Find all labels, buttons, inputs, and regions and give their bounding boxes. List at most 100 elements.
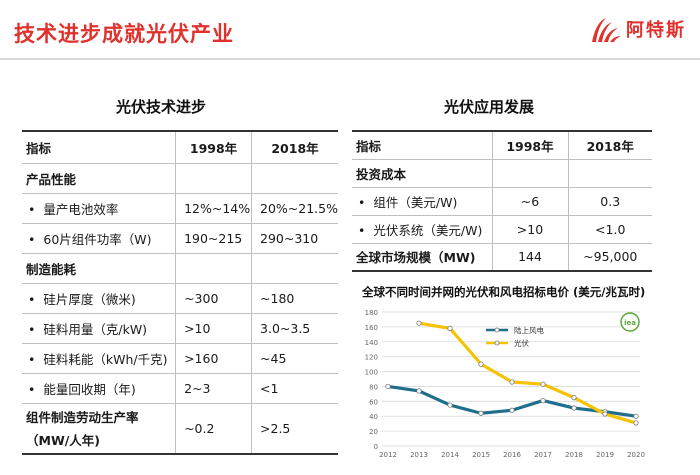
x-tick-label: 2015 <box>472 451 490 459</box>
y-tick-label: 40 <box>369 413 378 421</box>
value-2018 <box>251 163 338 194</box>
value-1998: 190~215 <box>175 223 252 254</box>
data-point <box>602 411 608 417</box>
value-1998: ~6 <box>491 187 568 216</box>
data-point <box>633 413 639 419</box>
data-point <box>509 407 515 413</box>
value-2018: <1.0 <box>567 215 652 244</box>
data-point <box>540 397 546 404</box>
data-point <box>478 410 484 416</box>
data-point <box>416 320 422 326</box>
data-point <box>540 381 546 387</box>
table-row: 制造能耗 <box>22 253 338 284</box>
x-tick-label: 2013 <box>410 451 428 459</box>
header-indicator: 指标 <box>22 130 176 164</box>
data-point <box>416 388 422 394</box>
table-row: 能量回收期（年)2~3<1 <box>22 373 338 404</box>
y-tick-label: 160 <box>365 324 378 332</box>
x-tick-label: 2017 <box>534 451 552 459</box>
value-2018 <box>567 159 652 188</box>
y-tick-label: 120 <box>365 354 378 362</box>
data-point <box>385 383 391 390</box>
left-section-title: 光伏技术进步 <box>116 98 207 116</box>
table-row: 光伏系统（美元/W)>10<1.0 <box>352 215 652 244</box>
value-2018: ~45 <box>251 343 338 374</box>
y-tick-label: 100 <box>365 369 378 377</box>
table-row: 组件制造劳动生产率 （MW/人年) ~0.2 >2.5 <box>22 403 338 455</box>
iea-badge-text: iea <box>624 319 636 327</box>
brand-logo: 阿特斯 <box>588 14 686 44</box>
value-2018: ~95,000 <box>567 243 652 272</box>
row-label: 硅料耗能（kWh/千克) <box>22 343 176 374</box>
x-tick-label: 2014 <box>441 451 459 459</box>
row-label: 组件（美元/W) <box>352 187 492 216</box>
row-label: 60片组件功率（W) <box>22 223 176 254</box>
data-point <box>571 405 577 411</box>
title-divider <box>0 58 700 60</box>
header-2018: 2018年 <box>567 130 652 160</box>
value-1998: >10 <box>491 215 568 244</box>
slide-title: 技术进步成就光伏产业 <box>14 22 234 46</box>
value-1998: >10 <box>175 313 252 344</box>
y-tick-label: 180 <box>365 309 378 317</box>
y-tick-label: 80 <box>369 383 378 391</box>
table-row: 投资成本 <box>352 159 652 188</box>
data-point <box>447 325 453 331</box>
table-row: 组件（美元/W)~60.3 <box>352 187 652 216</box>
legend-marker <box>494 327 500 333</box>
y-tick-label: 140 <box>365 339 378 347</box>
legend-label: 光伏 <box>514 338 529 348</box>
row-label: 能量回收期（年) <box>22 373 176 404</box>
chart-title: 全球不同时间并网的光伏和风电招标电价 (美元/兆瓦时) <box>362 285 646 299</box>
brand-name: 阿特斯 <box>626 20 686 41</box>
value-2018: 20%~21.5% <box>251 193 338 224</box>
row-label: 硅片厚度（微米) <box>22 283 176 314</box>
row-label: 全球市场规模（MW) <box>352 243 492 272</box>
data-point <box>478 361 484 367</box>
application-table: 指标 1998年 2018年 投资成本组件（美元/W)~60.3光伏系统（美元/… <box>352 130 652 272</box>
header-1998: 1998年 <box>175 130 252 164</box>
x-tick-label: 2019 <box>596 451 614 459</box>
price-line-chart: 0 20 40 60 80 100 120 140 160 180 2012 2013 2014 2015… <box>365 309 645 459</box>
series-line-1 <box>418 321 637 425</box>
value-1998 <box>175 253 252 284</box>
header-2018: 2018年 <box>251 130 338 164</box>
x-tick-label: 2012 <box>379 451 397 459</box>
data-point <box>509 379 515 385</box>
y-tick-label: 0 <box>374 443 378 451</box>
value-1998: 12%~14% <box>175 193 252 224</box>
table-row: 硅料用量（克/kW)>103.0~3.5 <box>22 313 338 344</box>
value-1998 <box>491 159 568 188</box>
value-1998: 2~3 <box>175 373 252 404</box>
y-tick-label: 20 <box>369 428 378 436</box>
header-indicator: 指标 <box>352 130 492 160</box>
table-row: 全球市场规模（MW) 144 ~95,000 <box>352 243 652 272</box>
x-tick-label: 2018 <box>565 451 583 459</box>
legend-label: 陆上风电 <box>514 325 544 335</box>
row-label: 硅料用量（克/kW) <box>22 313 176 344</box>
row-label: 产品性能 <box>22 163 176 194</box>
value-1998 <box>175 163 252 194</box>
x-tick-label: 2016 <box>503 451 521 459</box>
sun-rays-icon <box>592 18 621 42</box>
value-2018: 290~310 <box>251 223 338 254</box>
value-1998: 144 <box>491 243 568 272</box>
value-2018 <box>251 253 338 284</box>
x-tick-label: 2020 <box>627 451 645 459</box>
row-label: 投资成本 <box>352 159 492 188</box>
tech-progress-table: 指标 1998年 2018年 产品性能量产电池效率12%~14%20%~21.5… <box>22 130 338 455</box>
table-row: 产品性能 <box>22 163 338 194</box>
y-tick-label: 60 <box>369 398 378 406</box>
value-1998: ~300 <box>175 283 252 314</box>
value-1998: >160 <box>175 343 252 374</box>
data-point <box>633 420 639 426</box>
row-label: 制造能耗 <box>22 253 176 284</box>
value-2018: 0.3 <box>567 187 652 216</box>
value-2018: ~180 <box>251 283 338 314</box>
data-point <box>447 402 453 408</box>
legend-marker <box>494 340 500 346</box>
table-row: 硅片厚度（微米)~300~180 <box>22 283 338 314</box>
row-label: 组件制造劳动生产率 （MW/人年) <box>22 403 176 455</box>
value-2018: <1 <box>251 373 338 404</box>
